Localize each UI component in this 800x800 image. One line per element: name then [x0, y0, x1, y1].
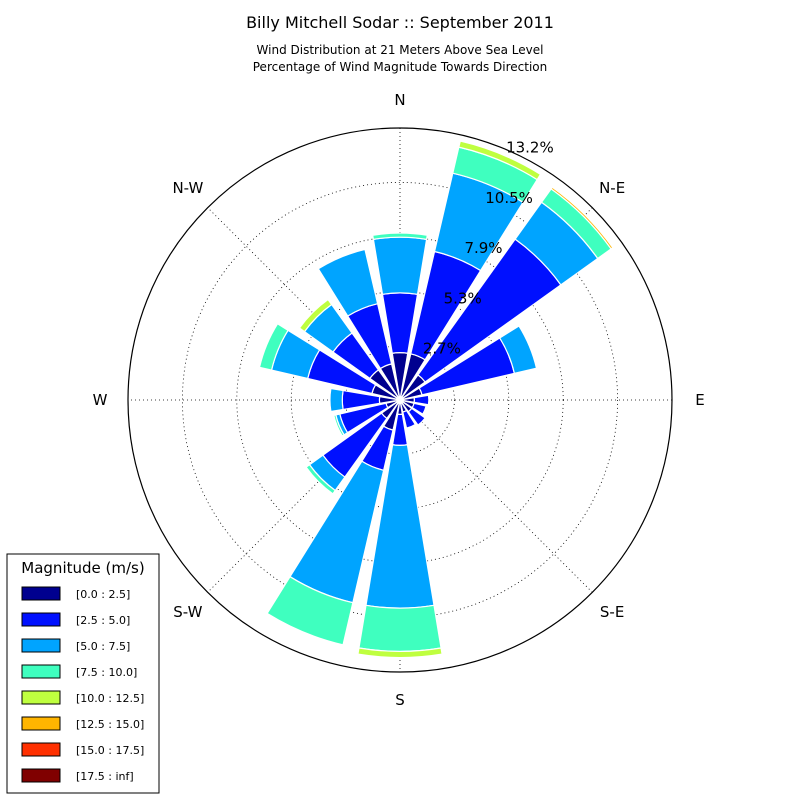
- wind-bar-sw-bin-3: [305, 463, 337, 495]
- wind-bar-nne-bin-4: [458, 140, 542, 181]
- wind-bar-nw-bin-4: [298, 298, 333, 333]
- wind-bar-w-bin-2: [329, 387, 344, 413]
- direction-label-s-w: S-W: [173, 603, 202, 621]
- direction-label-n: N: [394, 91, 405, 109]
- legend-label: [5.0 : 7.5]: [76, 640, 130, 653]
- chart-subtitle-line-1: Wind Distribution at 21 Meters Above Sea…: [257, 43, 544, 57]
- legend-swatch: [21, 742, 61, 757]
- direction-label-e: E: [695, 391, 704, 409]
- legend-swatch: [21, 690, 61, 705]
- wind-bars: [258, 140, 614, 659]
- chart-title: Billy Mitchell Sodar :: September 2011: [246, 13, 554, 32]
- polar-frame: [127, 127, 673, 673]
- direction-label-n-w: N-W: [172, 179, 203, 197]
- wind-bar-nnw-bin-2: [317, 248, 379, 317]
- wind-bar-wnw-bin-3: [258, 322, 289, 371]
- wind-bar-e-bin-1: [413, 394, 430, 406]
- legend-label: [17.5 : inf]: [76, 770, 134, 783]
- wind-bar-wsw-bin-3: [333, 414, 345, 437]
- grid-ring: [345, 345, 455, 455]
- radial-tick-label: 2.7%: [423, 340, 461, 358]
- legend-items: [0.0 : 2.5] [2.5 : 5.0] [5.0 : 7.5] [7.5 : …: [21, 586, 144, 783]
- chart-subtitle-line-2: Percentage of Wind Magnitude Towards Dir…: [253, 60, 547, 74]
- direction-label-n-e: N-E: [599, 179, 625, 197]
- legend-label: [12.5 : 15.0]: [76, 718, 144, 731]
- direction-label-w: W: [93, 391, 108, 409]
- wind-bar-se-bin-1: [407, 407, 426, 426]
- legend-swatch: [21, 768, 61, 783]
- radial-tick-labels: 2.7% 5.3% 7.9% 10.5% 13.2%: [423, 139, 554, 358]
- legend-label: [7.5 : 10.0]: [76, 666, 137, 679]
- wind-bar-ne-bin-5: [550, 186, 614, 250]
- legend-label: [2.5 : 5.0]: [76, 614, 130, 627]
- legend: Magnitude (m/s) [0.0 : 2.5] [2.5 : 5.0] [5…: [6, 553, 160, 794]
- wind-bar-s-bin-4: [357, 647, 443, 659]
- wind-bar-n-bin-3: [372, 232, 428, 241]
- legend-title: Magnitude (m/s): [21, 559, 144, 577]
- grid-ring: [181, 181, 619, 619]
- legend-label: [10.0 : 12.5]: [76, 692, 144, 705]
- legend-swatch: [21, 664, 61, 679]
- legend-swatch: [21, 586, 61, 601]
- radial-tick-label: 10.5%: [485, 189, 533, 207]
- wind-bar-n-bin-2: [372, 236, 428, 295]
- radial-tick-label: 7.9%: [464, 239, 502, 257]
- wind-bar-s-bin-3: [358, 604, 442, 652]
- legend-swatch: [21, 612, 61, 627]
- direction-labels: N N-E E S-E S S-W W N-W: [93, 91, 705, 709]
- legend-label: [15.0 : 17.5]: [76, 744, 144, 757]
- legend-swatch: [21, 638, 61, 653]
- radial-tick-label: 13.2%: [506, 139, 554, 157]
- wind-bar-ese-bin-1: [411, 402, 427, 415]
- legend-swatch: [21, 716, 61, 731]
- wind-bar-sse-bin-1: [402, 409, 417, 429]
- direction-label-s: S: [395, 691, 405, 709]
- radial-tick-label: 5.3%: [444, 289, 482, 307]
- wind-bar-n-bin-1: [381, 292, 419, 354]
- wind-bar-ssw-bin-3: [266, 575, 354, 646]
- legend-label: [0.0 : 2.5]: [76, 588, 130, 601]
- direction-label-s-e: S-E: [600, 603, 624, 621]
- wind-bar-ene-bin-2: [498, 325, 538, 375]
